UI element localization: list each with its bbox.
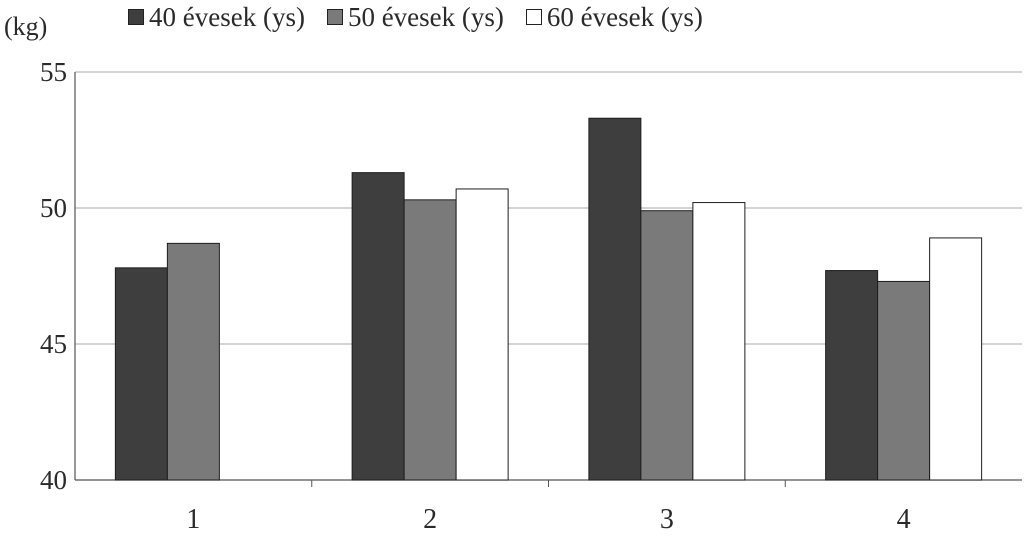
bar-1-4 bbox=[825, 270, 879, 481]
y-tick-label: 40 bbox=[40, 465, 67, 495]
y-tick-label: 55 bbox=[40, 57, 67, 87]
bar-2-1 bbox=[166, 242, 220, 481]
legend-swatch-60 bbox=[525, 9, 542, 25]
y-tick-label: 50 bbox=[40, 193, 67, 223]
legend-item-60: 60 évesek (ys) bbox=[525, 1, 703, 33]
legend-label-60: 60 évesek (ys) bbox=[546, 1, 703, 32]
bar-2-2 bbox=[403, 199, 457, 481]
bar-3-4 bbox=[929, 237, 983, 481]
legend-label-50: 50 évesek (ys) bbox=[347, 1, 504, 32]
legend-swatch-50 bbox=[326, 9, 343, 25]
bar-1-3 bbox=[588, 117, 642, 481]
bar-1-2 bbox=[351, 172, 405, 481]
bar-3-2 bbox=[455, 188, 509, 481]
legend-swatch-40 bbox=[128, 9, 144, 25]
bar-1-1 bbox=[114, 267, 168, 481]
legend-item-50: 50 évesek (ys) bbox=[326, 1, 504, 33]
x-tick-label: 2 bbox=[423, 504, 437, 535]
y-tick-label: 45 bbox=[40, 329, 67, 359]
bar-2-3 bbox=[640, 210, 694, 481]
x-tick-label: 1 bbox=[186, 504, 200, 535]
legend-label-40: 40 évesek (ys) bbox=[149, 1, 305, 32]
bar-2-4 bbox=[877, 280, 931, 481]
y-axis-label: (kg) bbox=[4, 12, 48, 41]
bar-3-3 bbox=[692, 202, 746, 481]
legend-item-40: 40 évesek (ys) bbox=[128, 2, 305, 33]
chart-legend: 40 évesek (ys) 50 évesek (ys) 60 évesek … bbox=[128, 0, 725, 34]
x-tick-label: 4 bbox=[897, 504, 911, 535]
x-tick-label: 3 bbox=[660, 504, 674, 535]
